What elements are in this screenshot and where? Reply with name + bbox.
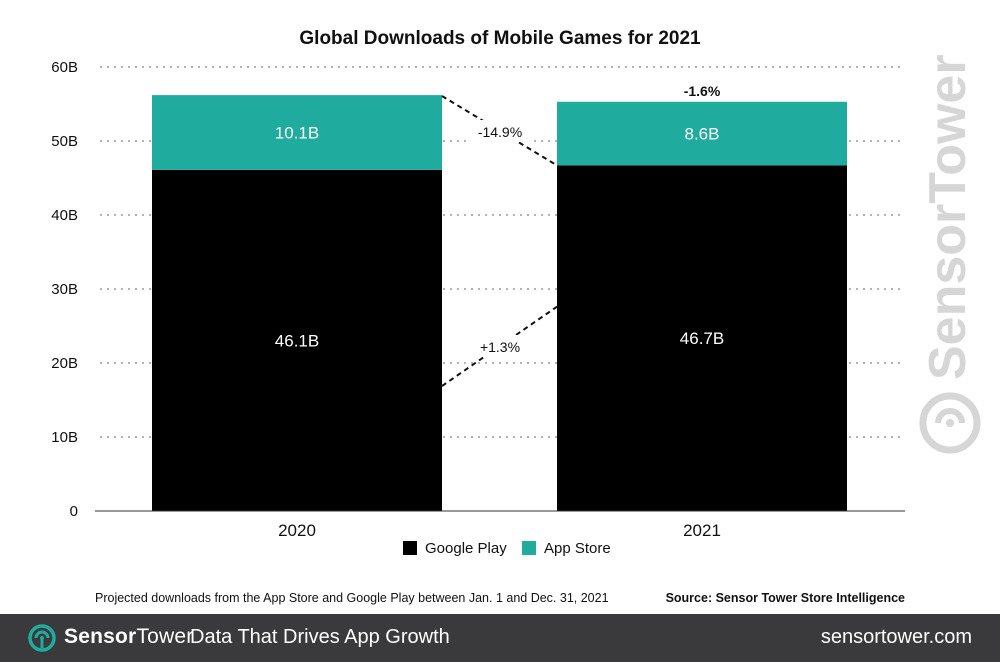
chart-title: Global Downloads of Mobile Games for 202… bbox=[299, 28, 701, 49]
y-tick-label: 0 bbox=[70, 503, 78, 520]
app-store-change-bg bbox=[468, 120, 532, 142]
category-label-2021: 2021 bbox=[683, 521, 721, 540]
y-tick-label: 30B bbox=[51, 281, 78, 298]
bar-app-store-2021 bbox=[557, 101, 847, 166]
google-play-change-connector bbox=[441, 305, 559, 387]
y-tick-label: 60B bbox=[51, 59, 78, 76]
source-note: Source: Sensor Tower Store Intelligence bbox=[666, 591, 905, 605]
bar-google-play-2021 bbox=[557, 165, 847, 512]
footnote: Projected downloads from the App Store a… bbox=[95, 591, 609, 605]
legend-label-app-store: App Store bbox=[544, 540, 611, 557]
y-tick-label: 20B bbox=[51, 355, 78, 372]
data-label-app-store-2020: 10.1B bbox=[275, 123, 319, 142]
brand-name-tower: Tower bbox=[136, 625, 194, 648]
total-change-label: -1.6% bbox=[684, 83, 721, 99]
google-play-change-bg bbox=[472, 335, 528, 357]
legend-label-google-play: Google Play bbox=[425, 540, 507, 557]
data-label-google-play-2021: 46.7B bbox=[680, 329, 724, 348]
brand-name-sensor: Sensor bbox=[64, 625, 137, 648]
sensortower-logo-icon bbox=[28, 624, 56, 652]
y-tick-label: 10B bbox=[51, 429, 78, 446]
legend-swatch-google-play bbox=[403, 541, 417, 555]
y-tick-label: 50B bbox=[51, 133, 78, 150]
data-label-app-store-2021: 8.6B bbox=[685, 125, 720, 144]
app-store-change-label: -14.9% bbox=[478, 124, 522, 140]
google-play-change-label: +1.3% bbox=[480, 339, 520, 355]
bars: 46.1B 10.1B 46.7B 8.6B bbox=[152, 95, 847, 512]
y-tick-label: 40B bbox=[51, 207, 78, 224]
legend-swatch-app-store bbox=[522, 541, 536, 555]
tagline: Data That Drives App Growth bbox=[190, 626, 450, 648]
chart: Global Downloads of Mobile Games for 202… bbox=[51, 28, 981, 605]
legend: Google Play App Store bbox=[403, 540, 611, 557]
bar-app-store-2020 bbox=[152, 95, 442, 170]
y-axis: 0 10B 20B 30B 40B 50B 60B bbox=[51, 59, 78, 520]
watermark-logo-icon bbox=[919, 392, 981, 454]
category-label-2020: 2020 bbox=[278, 521, 316, 540]
watermark: SensorTower bbox=[919, 54, 981, 454]
watermark-text: SensorTower bbox=[919, 54, 977, 380]
footer-bar: SensorTower Data That Drives App Growth … bbox=[0, 614, 1000, 662]
data-label-google-play-2020: 46.1B bbox=[275, 331, 319, 350]
brand-name: SensorTower bbox=[64, 625, 193, 649]
website-link[interactable]: sensortower.com bbox=[820, 626, 972, 648]
bar-google-play-2020 bbox=[152, 169, 442, 512]
